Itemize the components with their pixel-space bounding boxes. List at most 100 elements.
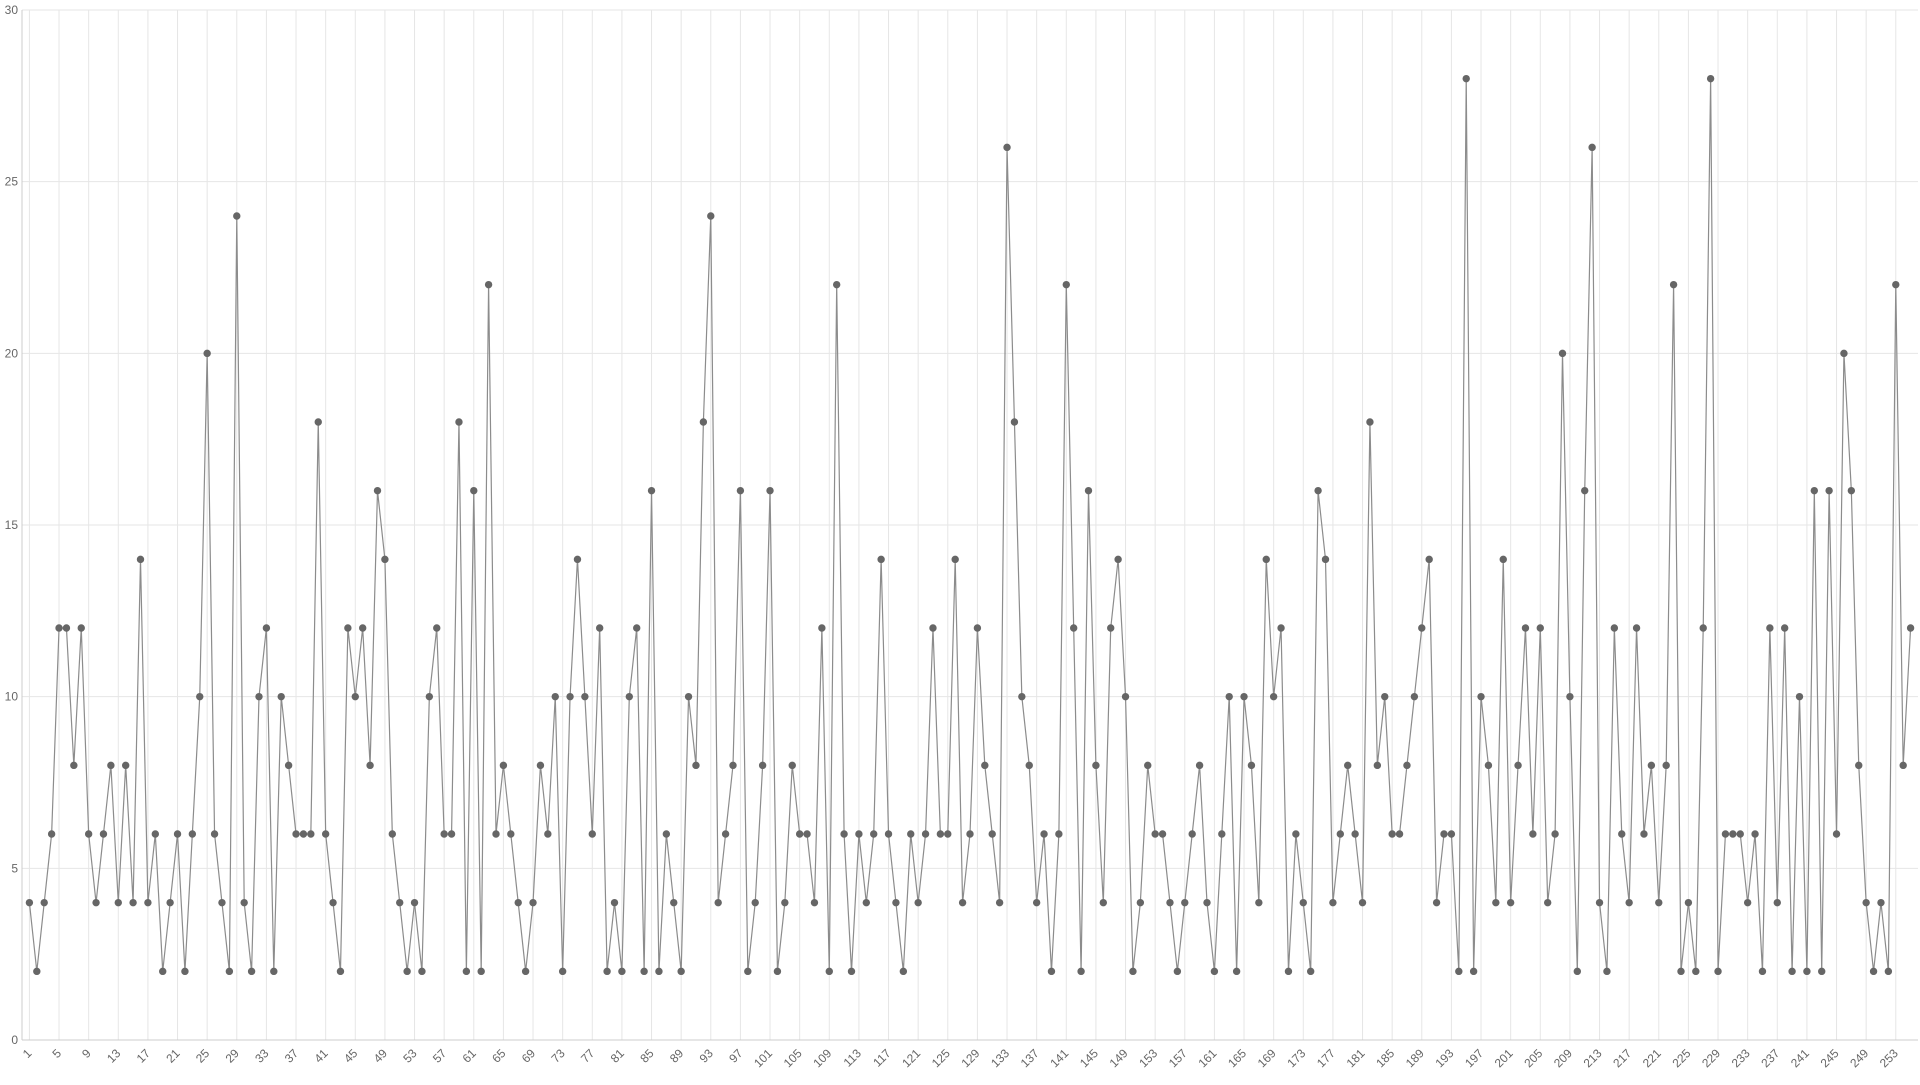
data-point [721, 830, 730, 838]
data-point [958, 898, 967, 907]
data-point [107, 761, 115, 770]
x-tick-label: 213 [1581, 1046, 1605, 1070]
data-point [1144, 761, 1152, 770]
data-point [603, 967, 611, 976]
data-point [1788, 967, 1796, 976]
data-point [307, 830, 315, 838]
x-tick-label: 237 [1758, 1046, 1782, 1070]
x-tick-label: 245 [1818, 1046, 1842, 1070]
data-point [196, 692, 204, 701]
x-tick-label: 41 [311, 1046, 331, 1066]
data-point [336, 967, 345, 976]
data-point [1247, 761, 1256, 770]
x-tick-label: 137 [1018, 1046, 1042, 1070]
data-point [581, 692, 589, 701]
data-point [618, 967, 626, 976]
x-tick-label: 29 [223, 1046, 243, 1066]
x-tick-label: 133 [988, 1046, 1012, 1070]
data-point [595, 624, 604, 632]
data-point [692, 761, 700, 770]
data-point [114, 898, 122, 907]
data-point [884, 830, 893, 838]
x-tick-label: 217 [1610, 1046, 1634, 1070]
data-point [1855, 761, 1863, 770]
data-point [1514, 761, 1522, 770]
x-tick-label: 13 [104, 1046, 124, 1066]
x-tick-label: 169 [1255, 1046, 1279, 1070]
data-point [1455, 967, 1463, 976]
x-tick-label: 197 [1462, 1046, 1486, 1070]
x-tick-label: 49 [371, 1046, 391, 1066]
data-point [1795, 692, 1804, 701]
data-point [1618, 830, 1626, 838]
data-point [410, 898, 419, 907]
data-point [1780, 624, 1789, 632]
data-point [1084, 486, 1093, 495]
y-tick-label: 30 [5, 3, 19, 17]
x-tick-label: 181 [1344, 1046, 1368, 1070]
data-point [1299, 898, 1307, 907]
data-point [1699, 624, 1707, 632]
x-tick-label: 85 [637, 1046, 657, 1066]
data-point [233, 212, 241, 220]
x-tick-label: 33 [252, 1046, 272, 1066]
data-point [262, 624, 271, 632]
data-point [1662, 761, 1670, 770]
data-point [1432, 898, 1441, 907]
data-point [418, 967, 426, 976]
x-tick-label: 153 [1136, 1046, 1160, 1070]
data-point [270, 967, 278, 976]
data-point [847, 967, 856, 976]
x-tick-label: 69 [519, 1046, 539, 1066]
data-point [1329, 898, 1337, 907]
y-tick-label: 20 [5, 346, 19, 360]
data-point [1825, 486, 1833, 495]
x-tick-label: 209 [1551, 1046, 1575, 1070]
x-tick-label: 149 [1107, 1046, 1131, 1070]
x-tick-label: 189 [1403, 1046, 1427, 1070]
data-point [121, 761, 130, 770]
data-point [1262, 555, 1270, 564]
data-point [366, 761, 374, 770]
data-point [1255, 898, 1263, 907]
y-tick-label: 0 [11, 1033, 18, 1047]
data-point [877, 555, 885, 564]
data-point [1173, 967, 1182, 976]
data-point [1714, 967, 1722, 976]
data-point [84, 830, 93, 838]
data-point [40, 898, 48, 907]
data-point [536, 761, 545, 770]
data-point [684, 692, 693, 701]
data-point [1018, 692, 1026, 701]
data-point [218, 898, 226, 907]
data-point [1440, 830, 1448, 838]
data-point [462, 967, 471, 976]
data-point [1025, 761, 1033, 770]
data-point [1499, 555, 1507, 564]
data-point [795, 830, 804, 838]
data-point [173, 830, 182, 838]
data-point [351, 692, 359, 701]
x-tick-label: 165 [1225, 1046, 1249, 1070]
data-point [766, 486, 774, 495]
data-point [344, 624, 352, 632]
data-point [1151, 830, 1159, 838]
x-tick-label: 57 [430, 1046, 450, 1066]
data-point [1469, 967, 1478, 976]
data-point [1306, 967, 1315, 976]
data-point [129, 898, 137, 907]
x-tick-label: 5 [50, 1046, 65, 1061]
data-point [1166, 898, 1174, 907]
data-point [1692, 967, 1700, 976]
data-point [810, 898, 819, 907]
data-point [1536, 624, 1544, 632]
data-point [396, 898, 404, 907]
data-point [1810, 486, 1819, 495]
data-point [47, 830, 56, 838]
data-point [1388, 830, 1396, 838]
data-point [988, 830, 996, 838]
data-point [1884, 967, 1893, 976]
x-tick-label: 1 [20, 1046, 35, 1061]
data-point [1640, 830, 1648, 838]
